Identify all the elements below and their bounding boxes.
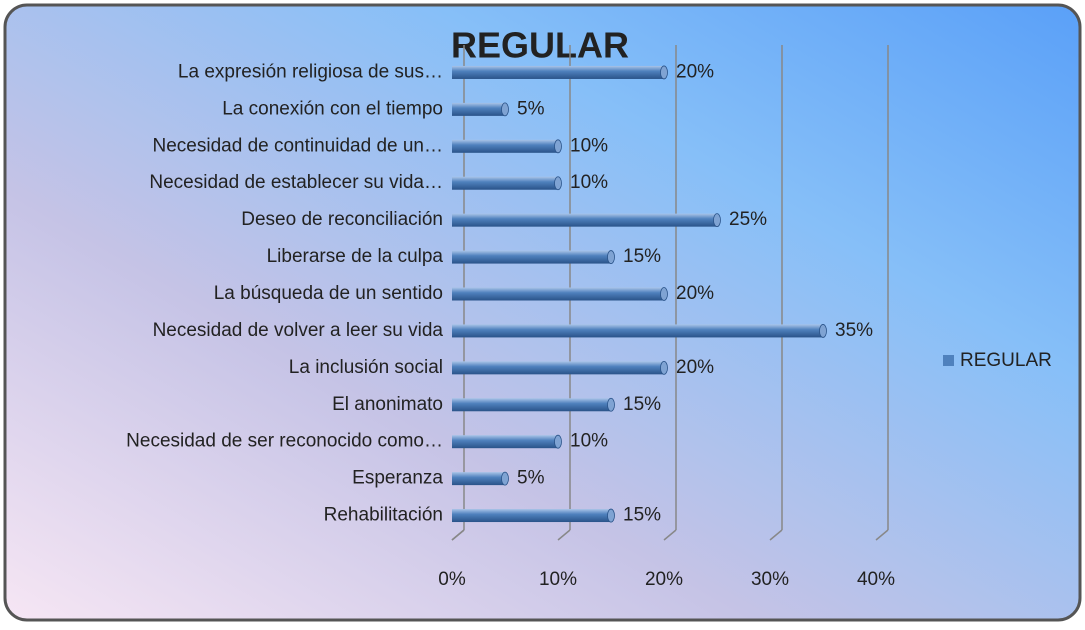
x-tick-label: 0% <box>438 569 466 590</box>
value-label: 5% <box>517 468 545 489</box>
x-tick-label: 10% <box>539 569 577 590</box>
bar <box>452 102 505 116</box>
bar-cap <box>554 176 562 191</box>
y-tick-label: Deseo de reconciliación <box>241 209 443 230</box>
bar-cap <box>501 471 509 486</box>
bar-cap <box>713 213 721 228</box>
bar-cap <box>554 434 562 449</box>
bar-cap <box>554 139 562 154</box>
bar <box>452 250 611 264</box>
value-label: 20% <box>676 357 714 378</box>
bar <box>452 65 664 79</box>
value-label: 10% <box>570 135 608 156</box>
bar-cap <box>607 250 615 264</box>
y-tick-label: Necesidad de continuidad de un… <box>153 135 443 156</box>
grid-line <box>557 529 571 541</box>
background <box>3 3 1082 622</box>
y-tick-label: Rehabilitación <box>324 505 443 526</box>
grid-line <box>769 529 783 541</box>
value-label: 20% <box>676 61 714 82</box>
bar <box>452 509 611 523</box>
value-label: 25% <box>729 209 767 230</box>
chart-title: REGULAR <box>451 25 629 66</box>
x-tick-label: 20% <box>645 569 683 590</box>
value-label: 10% <box>570 172 608 193</box>
bar <box>452 213 717 227</box>
grid-line <box>875 529 889 541</box>
bar <box>452 472 505 486</box>
bar-cap <box>607 508 615 523</box>
bar-cap <box>501 102 509 117</box>
value-label: 15% <box>623 246 661 267</box>
bar-cap <box>660 65 668 80</box>
value-label: 10% <box>570 431 608 452</box>
y-tick-label: La búsqueda de un sentido <box>214 283 443 304</box>
y-tick-label: La inclusión social <box>289 357 443 378</box>
legend-label: REGULAR <box>960 350 1052 371</box>
bar-cap <box>819 324 827 338</box>
x-tick-label: 40% <box>857 569 895 590</box>
bar <box>452 361 664 375</box>
value-label: 5% <box>517 98 545 119</box>
bar-cap <box>607 397 615 412</box>
grid-line <box>663 529 677 541</box>
value-label: 15% <box>623 394 661 415</box>
y-tick-label: Liberarse de la culpa <box>267 246 444 267</box>
value-label: 35% <box>835 320 873 341</box>
y-tick-label: La conexión con el tiempo <box>222 98 443 119</box>
bar-cap <box>660 360 668 375</box>
y-tick-label: Necesidad de ser reconocido como… <box>126 431 443 452</box>
value-label: 15% <box>623 505 661 526</box>
y-tick-label: El anonimato <box>332 394 443 415</box>
x-tick-label: 30% <box>751 569 789 590</box>
bar <box>452 435 558 449</box>
axis <box>451 529 465 541</box>
bar-cap <box>660 287 668 301</box>
y-tick-label: Esperanza <box>352 468 443 489</box>
y-tick-label: Necesidad de volver a leer su vida <box>153 320 444 341</box>
y-tick-label: Necesidad de establecer su vida… <box>149 172 443 193</box>
y-tick-label: La expresión religiosa de sus… <box>178 61 443 82</box>
bar <box>452 287 664 301</box>
bar <box>452 398 611 412</box>
bar <box>452 176 558 190</box>
bar <box>452 324 823 338</box>
value-label: 20% <box>676 283 714 304</box>
bar <box>452 139 558 153</box>
legend-swatch <box>943 355 954 366</box>
